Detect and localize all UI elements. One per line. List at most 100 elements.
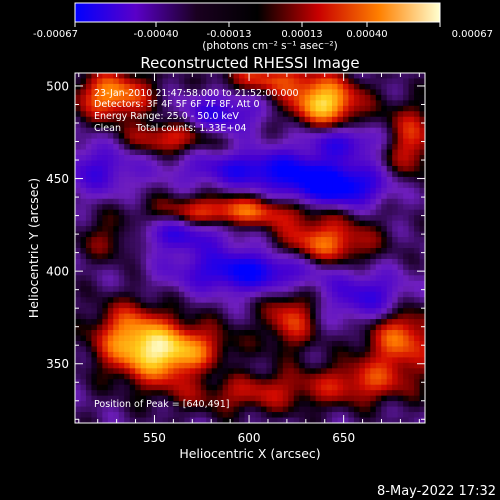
heatmap-cell xyxy=(397,324,404,331)
heatmap-cell xyxy=(107,417,114,423)
heatmap-cell xyxy=(403,258,409,265)
heatmap-cell xyxy=(364,160,371,167)
heatmap-cell xyxy=(386,351,393,358)
heatmap-cell xyxy=(408,193,415,200)
heatmap-cell xyxy=(184,187,191,194)
heatmap-cell xyxy=(178,248,185,254)
heatmap-cell xyxy=(370,412,377,418)
heatmap-cell xyxy=(151,351,158,358)
heatmap-cell xyxy=(118,335,125,342)
heatmap-cell xyxy=(178,390,185,397)
heatmap-cell xyxy=(321,242,327,249)
heatmap-cell xyxy=(381,308,388,315)
heatmap-cell xyxy=(146,100,152,107)
heatmap-cell xyxy=(364,220,371,227)
heatmap-cell xyxy=(408,231,415,238)
heatmap-cell xyxy=(178,335,185,342)
heatmap-cell xyxy=(135,248,142,254)
heatmap-cell xyxy=(304,204,311,211)
heatmap-cell xyxy=(408,379,415,386)
heatmap-cell xyxy=(375,94,382,101)
heatmap-cell xyxy=(348,144,355,150)
heatmap-cell xyxy=(337,226,344,232)
heatmap-cell xyxy=(419,89,425,96)
heatmap-cell xyxy=(348,220,355,227)
heatmap-cell xyxy=(282,412,289,418)
heatmap-cell xyxy=(167,379,174,386)
heatmap-cell xyxy=(178,193,185,200)
heatmap-cell xyxy=(419,248,425,254)
heatmap-cell xyxy=(195,335,202,342)
heatmap-cell xyxy=(102,111,109,118)
heatmap-cell xyxy=(381,220,388,227)
heatmap-cell xyxy=(217,149,224,156)
heatmap-cell xyxy=(392,105,399,112)
heatmap-cell xyxy=(96,160,103,167)
heatmap-cell xyxy=(113,193,120,200)
heatmap-cell xyxy=(75,417,81,423)
heatmap-cell xyxy=(146,73,152,79)
colorbar: -0.00067 -0.00040 -0.00013 0.00013 0.00040 0.… xyxy=(33,2,493,52)
heatmap-cell xyxy=(184,89,191,96)
heatmap-cell xyxy=(173,286,180,293)
heatmap-cell xyxy=(255,187,262,194)
heatmap-cell xyxy=(342,204,349,211)
heatmap-cell xyxy=(397,368,404,375)
heatmap-cell xyxy=(85,291,92,298)
heatmap-cell xyxy=(364,351,371,358)
heatmap-cell xyxy=(364,215,371,222)
heatmap-cell xyxy=(85,94,92,101)
heatmap-cell xyxy=(370,308,377,315)
heatmap-cell xyxy=(228,417,234,423)
heatmap-cell xyxy=(162,340,169,347)
heatmap-cell xyxy=(151,280,158,287)
heatmap-cell xyxy=(178,182,185,189)
heatmap-cell xyxy=(392,198,399,205)
heatmap-cell xyxy=(102,83,109,90)
heatmap-cell xyxy=(375,368,382,375)
heatmap-cell xyxy=(140,209,147,216)
heatmap-cell xyxy=(75,264,81,271)
heatmap-cell xyxy=(195,313,202,320)
heatmap-cell xyxy=(157,204,163,211)
heatmap-cell xyxy=(151,406,158,413)
heatmap-cell xyxy=(118,155,125,161)
heatmap-cell xyxy=(222,335,229,342)
heatmap-cell xyxy=(392,319,399,325)
heatmap-cell xyxy=(364,340,371,347)
heatmap-cell xyxy=(326,351,333,358)
heatmap-cell xyxy=(167,187,174,194)
heatmap-cell xyxy=(282,330,289,336)
heatmap-cell xyxy=(239,237,245,243)
heatmap-cell xyxy=(173,78,180,85)
heatmap-cell xyxy=(321,116,327,123)
heatmap-cell xyxy=(315,220,322,227)
heatmap-cell xyxy=(250,379,256,386)
heatmap-cell xyxy=(206,335,213,342)
heatmap-cell xyxy=(135,226,142,232)
heatmap-cell xyxy=(260,89,267,96)
heatmap-cell xyxy=(419,406,425,413)
heatmap-cell xyxy=(140,324,147,331)
heatmap-cell xyxy=(85,275,92,282)
heatmap-cell xyxy=(140,133,147,140)
heatmap-cell xyxy=(200,149,207,156)
heatmap-cell xyxy=(107,127,114,134)
heatmap-cell xyxy=(326,171,333,178)
heatmap-cell xyxy=(244,171,251,178)
heatmap-cell xyxy=(392,111,399,118)
heatmap-cell xyxy=(157,116,163,123)
heatmap-cell xyxy=(113,368,120,375)
heatmap-cell xyxy=(375,83,382,90)
heatmap-cell xyxy=(75,176,81,183)
heatmap-cell xyxy=(299,209,306,216)
heatmap-cell xyxy=(189,379,196,386)
heatmap-cell xyxy=(271,248,278,254)
heatmap-cell xyxy=(102,144,109,150)
heatmap-cell xyxy=(397,269,404,276)
heatmap-cell xyxy=(157,330,163,336)
heatmap-cell xyxy=(250,122,256,129)
heatmap-cell xyxy=(397,357,404,364)
heatmap-cell xyxy=(310,116,317,123)
heatmap-cell xyxy=(310,100,317,107)
